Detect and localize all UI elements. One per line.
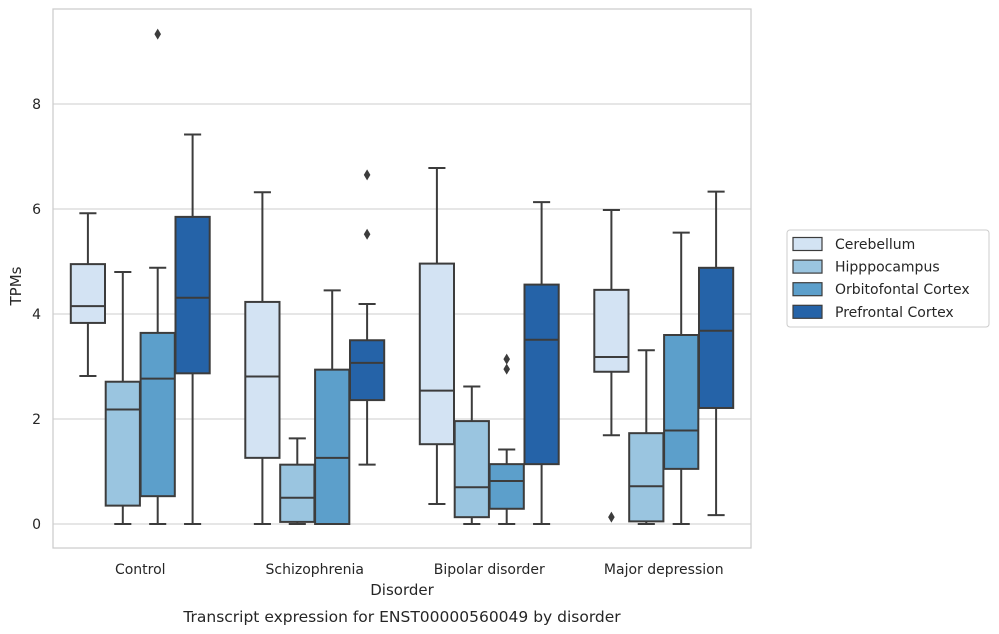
legend-items: Cerebellum Hipppocampus Orbitofontal Corte… [792,236,970,321]
y-tick-label: 4 [32,307,41,323]
legend: Cerebellum Hipppocampus Orbitofontal Corte… [786,229,990,328]
y-tick-label: 0 [32,517,41,533]
box-orbitofontal-cortex [663,231,700,525]
x-tick-label: Control [115,562,166,578]
box-orbitofontal-cortex [314,289,351,525]
box-iqr [418,262,456,446]
y-tick-label: 8 [32,97,41,113]
box-iqr [314,368,351,525]
box-iqr [244,300,281,459]
legend-label: Hipppocampus [835,260,940,276]
x-tick-label: Bipolar disorder [434,562,545,578]
box-hipppocampus [453,385,490,525]
box-iqr [279,463,316,523]
box-iqr [174,215,211,375]
box-prefrontal-cortex [348,169,386,466]
box-iqr [663,334,700,470]
x-tick-label: Schizophrenia [266,562,364,578]
box-cerebellum [418,167,456,506]
legend-swatch [792,282,823,297]
box-hipppocampus [104,271,141,525]
box-hipppocampus [279,437,316,525]
legend-swatch [792,304,823,319]
x-tick-label: Major depression [604,562,724,578]
outlier-marker [503,353,510,365]
box-iqr [139,331,176,498]
y-tick-label: 6 [32,202,41,218]
box-orbitofontal-cortex [139,28,176,525]
box-cerebellum [69,212,107,377]
y-tick-labels: 0 2 4 6 8 [32,97,41,533]
box-orbitofontal-cortex [488,353,525,525]
box-cerebellum [244,191,281,525]
box-iqr [453,420,490,519]
y-tick-label: 2 [32,412,41,428]
box-prefrontal-cortex [174,133,211,525]
box-iqr [69,263,107,324]
legend-swatch [792,259,823,274]
box-prefrontal-cortex [697,190,735,517]
outlier-marker [608,511,615,523]
outlier-marker [154,28,161,40]
box-iqr [348,339,386,402]
box-iqr [104,380,141,507]
box-iqr [488,463,525,510]
legend-swatch [792,236,823,252]
box-hipppocampus [628,349,665,525]
chart-title: Transcript expression for ENST0000056004… [182,608,621,626]
box-iqr [697,266,735,409]
x-tick-labels: Control Schizophrenia Bipolar disorder Majo… [115,562,724,578]
outlier-marker [503,363,510,375]
outlier-marker [363,169,371,181]
box-iqr [593,288,630,373]
box-cerebellum [593,209,630,523]
x-axis-label: Disorder [370,581,434,599]
plot-frame [52,8,752,549]
box-iqr [523,283,560,466]
box-prefrontal-cortex [523,201,560,525]
box-iqr [628,432,665,523]
outlier-marker [363,228,371,240]
legend-frame [786,229,990,328]
legend-label: Orbitofontal Cortex [835,282,970,298]
legend-label: Cerebellum [835,237,915,253]
y-axis-label: TPMs [7,266,25,306]
boxes [69,28,735,525]
legend-label: Prefrontal Cortex [835,305,954,321]
